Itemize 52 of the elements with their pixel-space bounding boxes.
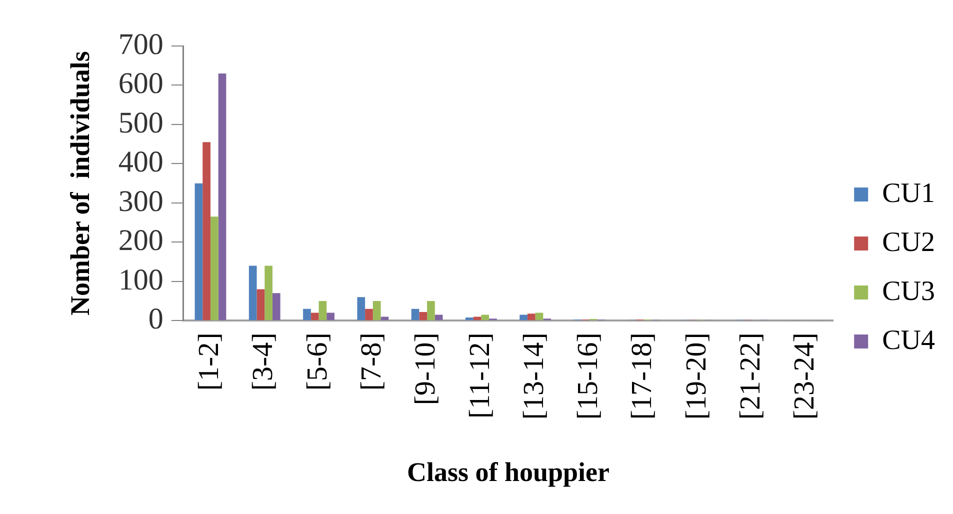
x-tick-label: [7-8] <box>356 332 388 391</box>
bar <box>264 266 272 320</box>
x-tick-label: [5-6] <box>301 332 334 391</box>
bar <box>535 312 544 320</box>
bar <box>372 301 381 320</box>
bar <box>210 216 218 320</box>
bar <box>411 308 420 320</box>
bar <box>256 289 265 320</box>
x-tick-label: [3-4] <box>247 332 280 391</box>
bar <box>326 312 334 320</box>
x-tick-label: [13-14] <box>518 332 550 420</box>
y-tick-label: 300 <box>118 184 164 218</box>
bar <box>427 301 435 320</box>
bar <box>520 314 528 320</box>
bar <box>434 314 443 320</box>
y-tick-label: 200 <box>118 224 164 258</box>
x-tick-label: [15-16] <box>572 332 604 420</box>
bar <box>481 314 490 320</box>
bar <box>218 73 226 320</box>
bar <box>527 314 536 320</box>
y-axis-title: Nomber of individuals <box>65 51 96 316</box>
bar <box>310 312 319 320</box>
x-tick-label: [21-22] <box>734 332 766 420</box>
x-tick-label: [17-18] <box>626 332 658 420</box>
y-tick-label: 400 <box>118 146 164 179</box>
legend-label: CU2 <box>882 226 936 258</box>
bar <box>365 308 373 320</box>
x-tick-label: [9-10] <box>410 332 442 406</box>
bar <box>303 308 311 320</box>
bar <box>202 142 210 320</box>
y-tick-label: 500 <box>118 106 164 140</box>
bar <box>248 266 257 320</box>
bar <box>419 312 428 320</box>
bar <box>194 183 203 320</box>
y-tick-label: 0 <box>148 302 164 336</box>
y-tick-label: 600 <box>118 67 164 100</box>
legend-label: CU3 <box>882 276 936 307</box>
x-tick-label: [11-12] <box>464 332 496 419</box>
bar <box>380 316 389 320</box>
bar <box>357 297 366 320</box>
legend-label: CU4 <box>882 324 936 356</box>
x-axis-title: Class of houppier <box>406 456 610 487</box>
x-tick-label: [23-24] <box>788 332 821 420</box>
x-tick-label: [19-20] <box>680 332 712 420</box>
y-tick-label: 700 <box>118 28 164 61</box>
bar <box>272 293 280 320</box>
x-tick-label: [1-2] <box>193 332 226 391</box>
bar <box>318 301 327 320</box>
legend-label: CU1 <box>882 178 936 209</box>
bar <box>465 317 474 320</box>
bar <box>473 316 482 320</box>
y-tick-label: 100 <box>118 263 164 296</box>
